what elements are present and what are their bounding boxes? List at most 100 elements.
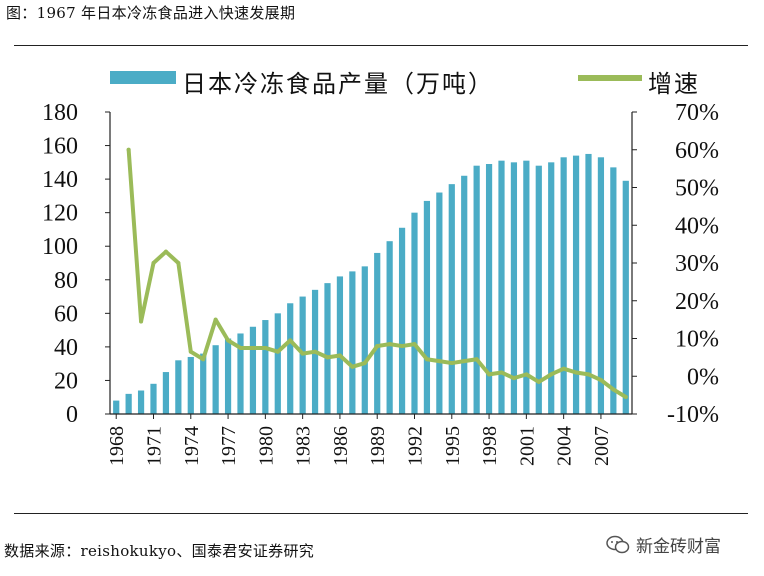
growth-point-1997 xyxy=(474,357,479,362)
x-tick-label: 1980 xyxy=(255,426,277,466)
growth-point-1981 xyxy=(275,349,280,354)
left-tick-label: 20 xyxy=(54,368,78,394)
growth-point-2003 xyxy=(549,372,554,377)
bar-1969 xyxy=(125,393,132,414)
growth-point-1992 xyxy=(412,342,417,347)
x-tick-label: 1989 xyxy=(367,426,389,466)
right-tick-label: 20% xyxy=(675,289,719,315)
bar-1972 xyxy=(162,372,170,414)
growth-point-1983 xyxy=(300,351,305,356)
growth-point-1996 xyxy=(462,359,467,364)
growth-point-1973 xyxy=(176,261,181,265)
growth-point-2000 xyxy=(511,376,516,381)
x-tick-label: 1977 xyxy=(218,426,240,466)
bar-1992 xyxy=(411,212,418,414)
bar-2005 xyxy=(572,155,580,414)
bar-1974 xyxy=(187,356,194,414)
x-tick-label: 1968 xyxy=(106,426,128,466)
left-tick-label: 120 xyxy=(42,201,78,227)
right-tick-label: 10% xyxy=(675,327,719,353)
right-tick-label: 40% xyxy=(675,213,719,239)
bar-1990 xyxy=(386,241,393,414)
growth-point-2007 xyxy=(598,378,603,383)
top-rule xyxy=(14,45,748,46)
legend-swatch-production xyxy=(110,71,176,84)
bar-1982 xyxy=(287,303,294,414)
bar-1970 xyxy=(137,390,145,414)
growth-point-1993 xyxy=(424,357,429,362)
right-tick-label: 70% xyxy=(675,100,719,126)
bar-1985 xyxy=(324,283,331,414)
bar-1987 xyxy=(349,271,356,414)
growth-point-1978 xyxy=(238,345,243,350)
left-tick-label: 180 xyxy=(42,100,78,126)
right-tick-label: 50% xyxy=(675,176,719,202)
bar-1993 xyxy=(423,200,431,414)
growth-point-2002 xyxy=(536,379,541,384)
legend: 日本冷冻食品产量（万吨） 增速 xyxy=(110,71,700,98)
bar-1998 xyxy=(485,164,493,414)
growth-point-1975 xyxy=(201,357,206,362)
growth-point-1985 xyxy=(325,355,330,360)
growth-point-1994 xyxy=(437,359,442,364)
bar-series xyxy=(113,153,629,415)
bar-2004 xyxy=(560,157,567,415)
left-tick-label: 60 xyxy=(54,301,78,327)
bar-1971 xyxy=(150,383,157,414)
left-tick-label: 0 xyxy=(66,402,78,428)
bar-1996 xyxy=(461,175,468,414)
bar-1978 xyxy=(237,333,244,414)
bar-1999 xyxy=(498,160,505,414)
bar-1988 xyxy=(361,266,368,414)
bar-2007 xyxy=(597,157,605,415)
bar-2003 xyxy=(548,162,555,414)
growth-point-1980 xyxy=(263,345,268,350)
growth-point-1974 xyxy=(188,349,193,354)
left-tick-label: 80 xyxy=(54,268,78,294)
growth-point-2009 xyxy=(623,395,628,400)
growth-point-1969 xyxy=(126,147,131,152)
growth-point-1990 xyxy=(387,342,392,347)
growth-point-1979 xyxy=(250,345,255,350)
bar-1986 xyxy=(336,276,344,414)
left-axis-ticks: 0 20 40 60 80 100 120 140 160 180 xyxy=(42,100,110,428)
growth-line-series xyxy=(126,147,628,400)
growth-point-2001 xyxy=(524,372,529,377)
x-tick-label: 2004 xyxy=(554,426,576,466)
bar-1995 xyxy=(448,184,455,414)
bar-1989 xyxy=(374,252,381,414)
right-tick-label: -10% xyxy=(667,402,719,428)
legend-label-production: 日本冷冻食品产量（万吨） xyxy=(182,71,494,98)
x-tick-label: 1974 xyxy=(181,426,203,466)
brand-watermark: 新金砖财富 xyxy=(606,532,721,557)
right-axis-ticks: -10% 0% 10% 20% 30% 40% 50% 60% 70% xyxy=(632,100,719,428)
growth-point-1998 xyxy=(487,372,492,377)
growth-point-1999 xyxy=(499,370,504,375)
bar-1968 xyxy=(113,400,120,414)
right-tick-label: 0% xyxy=(687,364,719,390)
figure-title: 图：1967 年日本冷冻食品进入快速发展期 xyxy=(6,4,296,22)
bar-2008 xyxy=(610,167,617,414)
right-tick-label: 30% xyxy=(675,251,719,277)
x-axis-ticks: 1968 1971 1974 1977 1980 1983 1986 1989 1992 1995… xyxy=(106,414,613,466)
bar-1977 xyxy=(224,338,232,414)
growth-point-1989 xyxy=(375,344,380,349)
bottom-rule xyxy=(14,513,748,514)
growth-point-2008 xyxy=(611,387,616,392)
legend-label-growth: 增速 xyxy=(648,71,700,98)
growth-point-2006 xyxy=(586,372,591,377)
bar-2000 xyxy=(510,162,518,414)
bar-1976 xyxy=(212,345,219,414)
x-tick-label: 1971 xyxy=(144,426,166,466)
growth-point-1986 xyxy=(337,353,342,358)
bar-2009 xyxy=(622,180,629,414)
x-tick-label: 2007 xyxy=(591,426,613,466)
left-tick-label: 100 xyxy=(42,234,78,260)
x-tick-label: 1983 xyxy=(293,426,315,466)
growth-point-1976 xyxy=(213,317,218,322)
growth-point-1971 xyxy=(151,261,156,265)
bar-1991 xyxy=(398,227,406,414)
growth-point-1970 xyxy=(139,319,144,324)
bar-1997 xyxy=(473,165,480,414)
growth-point-2005 xyxy=(574,370,579,375)
